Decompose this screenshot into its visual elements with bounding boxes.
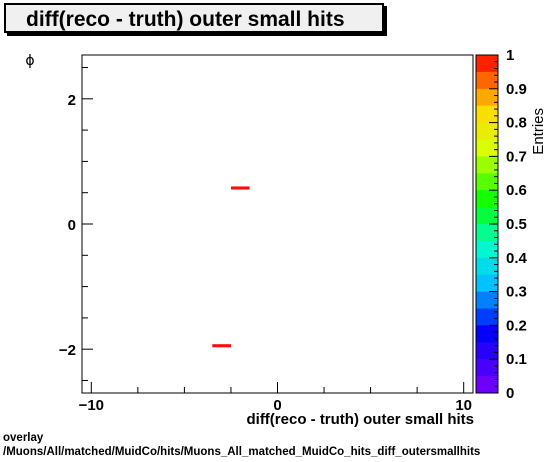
z-tick-label: 0.7 (506, 148, 527, 165)
z-tick-label: 0 (506, 385, 514, 402)
z-tick-label: 0.9 (506, 81, 527, 98)
z-tick-label: 1 (506, 47, 514, 64)
palette-band (476, 224, 498, 242)
palette-band (476, 156, 498, 174)
palette-band (476, 240, 498, 259)
z-axis-label: Entries (530, 108, 546, 155)
z-tick-label: 0.6 (506, 182, 527, 199)
footer-histogram-path: /Muons/All/matched/MuidCo/hits/Muons_All… (3, 446, 481, 458)
palette-band (476, 325, 498, 343)
y-axis: −2 0 2 (59, 67, 93, 381)
palette-band (476, 257, 498, 276)
palette-band (476, 55, 498, 73)
palette-band (476, 342, 498, 360)
x-axis: −10 0 10 (79, 382, 472, 414)
palette-band (476, 190, 498, 208)
plot-frame (81, 54, 474, 394)
palette-band (476, 376, 498, 394)
z-tick-label: 0.2 (506, 317, 527, 334)
bins (212, 186, 250, 348)
z-tick-label: 0.4 (506, 250, 528, 267)
y-axis-label: ϕ (25, 53, 34, 69)
palette-band (476, 274, 498, 293)
z-tick-label: 0.5 (506, 216, 527, 233)
x-tick-label: 0 (273, 397, 281, 414)
x-tick-label: 10 (455, 397, 472, 414)
palette-band (476, 139, 498, 157)
palette-band (476, 71, 498, 90)
palette-band (476, 207, 498, 225)
plot-border (81, 54, 474, 394)
color-palette: 0 0.1 0.2 0.3 0.4 0.5 0.6 0.7 0.8 0.9 1 (475, 47, 528, 402)
palette-band (476, 105, 498, 124)
title-box: diff(reco - truth) outer small hits (4, 3, 384, 33)
heatmap-bin (212, 344, 231, 348)
chart-title: diff(reco - truth) outer small hits (26, 8, 345, 31)
z-tick-label: 0.1 (506, 351, 527, 368)
z-tick-label: 0.8 (506, 115, 527, 132)
x-tick-label: −10 (79, 397, 104, 414)
palette-band (476, 291, 498, 309)
y-tick-label: 2 (68, 92, 76, 109)
y-tick-label: −2 (59, 342, 76, 359)
y-tick-label: 0 (68, 217, 76, 234)
palette-band (476, 88, 498, 107)
x-axis-label: diff(reco - truth) outer small hits (246, 411, 474, 428)
palette-band (476, 308, 498, 326)
palette-band (476, 173, 498, 191)
footer-overlay-label: overlay (3, 432, 44, 444)
palette-band (476, 359, 498, 377)
z-tick-label: 0.3 (506, 284, 527, 301)
heatmap-bin (230, 186, 250, 190)
palette-band (476, 122, 498, 140)
